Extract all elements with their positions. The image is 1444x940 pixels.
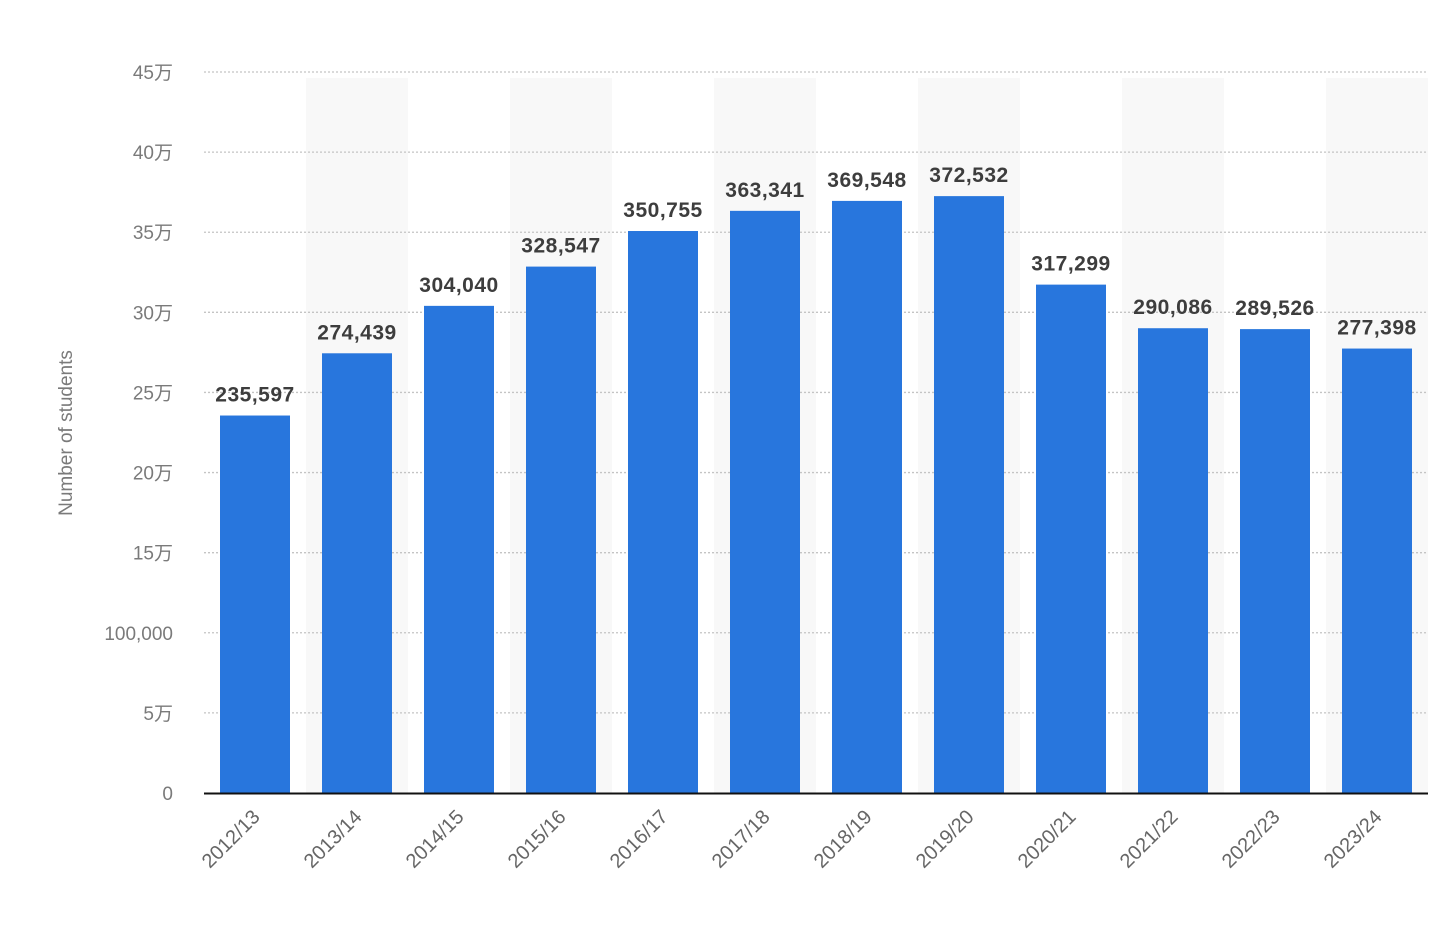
y-axis-title: Number of students	[56, 350, 77, 516]
bar[interactable]	[1138, 328, 1208, 793]
data-label: 304,040	[419, 274, 498, 297]
x-tick-label: 2017/18	[708, 806, 775, 873]
x-tick-label: 2023/24	[1320, 806, 1387, 873]
y-tick-label: 30万	[133, 303, 173, 324]
bar[interactable]	[526, 266, 596, 793]
bar[interactable]	[1036, 284, 1106, 793]
y-tick-label: 0	[162, 784, 173, 805]
x-tick-label: 2019/20	[912, 806, 979, 873]
bar[interactable]	[1240, 329, 1310, 793]
y-tick-label: 100,000	[104, 624, 173, 645]
y-tick-label: 15万	[133, 544, 173, 565]
x-tick-label: 2014/15	[402, 806, 469, 873]
data-label: 369,548	[827, 169, 906, 192]
bar[interactable]	[832, 200, 902, 793]
y-tick-label: 40万	[133, 143, 173, 164]
bar[interactable]	[1342, 348, 1412, 793]
data-label: 328,547	[521, 235, 600, 258]
data-label: 290,086	[1133, 296, 1212, 319]
y-tick-label: 45万	[133, 63, 173, 84]
data-label: 274,439	[317, 321, 396, 344]
data-label: 277,398	[1337, 317, 1416, 340]
x-tick-label: 2012/13	[198, 806, 265, 873]
data-label: 235,597	[215, 384, 294, 407]
y-tick-label: 5万	[143, 704, 173, 725]
x-tick-label: 2013/14	[300, 806, 367, 873]
data-label: 317,299	[1031, 253, 1110, 276]
x-tick-label: 2020/21	[1014, 806, 1081, 873]
bar[interactable]	[220, 415, 290, 793]
y-tick-label: 25万	[133, 383, 173, 404]
x-tick-label: 2016/17	[606, 806, 673, 873]
data-label: 289,526	[1235, 297, 1314, 320]
data-label: 372,532	[929, 164, 1008, 187]
bar[interactable]	[730, 210, 800, 793]
bar[interactable]	[628, 231, 698, 793]
y-tick-label: 20万	[133, 464, 173, 485]
bar[interactable]	[424, 305, 494, 793]
x-tick-label: 2022/23	[1218, 806, 1285, 873]
y-tick-label: 35万	[133, 223, 173, 244]
bar[interactable]	[934, 196, 1004, 793]
data-label: 363,341	[725, 179, 804, 202]
x-tick-label: 2015/16	[504, 806, 571, 873]
data-label: 350,755	[623, 199, 702, 222]
x-tick-label: 2021/22	[1116, 806, 1183, 873]
bar[interactable]	[322, 353, 392, 793]
x-tick-label: 2018/19	[810, 806, 877, 873]
